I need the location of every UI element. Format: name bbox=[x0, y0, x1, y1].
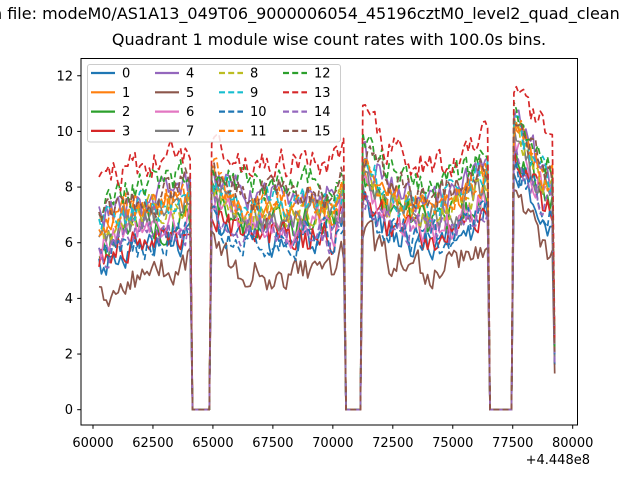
legend-label-1: 1 bbox=[122, 86, 130, 101]
x-tick-label: 77500 bbox=[492, 436, 533, 451]
x-tick-label: 80000 bbox=[552, 436, 593, 451]
y-tick-label: 0 bbox=[65, 403, 73, 418]
x-tick-label: 65000 bbox=[192, 436, 233, 451]
legend-label-14: 14 bbox=[314, 105, 331, 120]
x-tick-label: 67500 bbox=[252, 436, 293, 451]
legend-label-0: 0 bbox=[122, 67, 130, 82]
legend-label-6: 6 bbox=[186, 105, 194, 120]
y-tick-label: 12 bbox=[56, 69, 73, 84]
series-line-5 bbox=[98, 189, 556, 411]
series-line-8 bbox=[98, 122, 556, 411]
series-line-6 bbox=[98, 134, 556, 411]
legend-box bbox=[87, 64, 341, 143]
x-tick-label: 75000 bbox=[432, 436, 473, 451]
x-tick-label: 72500 bbox=[372, 436, 413, 451]
legend-label-15: 15 bbox=[314, 124, 331, 139]
legend-label-7: 7 bbox=[186, 124, 194, 139]
legend-label-13: 13 bbox=[314, 86, 331, 101]
x-tick-label: 60000 bbox=[72, 436, 113, 451]
legend-label-10: 10 bbox=[250, 105, 267, 120]
legend-label-4: 4 bbox=[186, 67, 194, 82]
y-tick-label: 6 bbox=[65, 236, 73, 251]
series-lines-group bbox=[98, 85, 556, 411]
legend-label-3: 3 bbox=[122, 124, 130, 139]
legend-label-12: 12 bbox=[314, 67, 331, 82]
y-tick-label: 10 bbox=[56, 125, 73, 140]
y-tick-label: 8 bbox=[65, 181, 73, 196]
file-path-text: n file: modeM0/AS1A13_049T06_9000006054_… bbox=[0, 4, 620, 24]
legend-label-8: 8 bbox=[250, 67, 258, 82]
x-tick-label: 62500 bbox=[132, 436, 173, 451]
series-line-14 bbox=[98, 147, 556, 411]
series-line-13 bbox=[98, 85, 556, 411]
legend-label-11: 11 bbox=[250, 124, 267, 139]
x-tick-label: 70000 bbox=[312, 436, 353, 451]
x-axis-offset-label: +4.448e8 bbox=[526, 453, 590, 468]
series-line-12 bbox=[98, 101, 556, 411]
y-tick-label: 2 bbox=[65, 348, 73, 363]
chart-title: Quadrant 1 module wise count rates with … bbox=[112, 30, 546, 49]
legend-label-5: 5 bbox=[186, 86, 194, 101]
axes-group: 60000 62500 65000 67500 70000 72500 75000 77500… bbox=[56, 58, 593, 451]
series-line-15 bbox=[98, 118, 556, 411]
y-tick-label: 4 bbox=[65, 292, 73, 307]
series-line-10 bbox=[98, 160, 556, 411]
legend-label-2: 2 bbox=[122, 105, 130, 120]
legend-label-9: 9 bbox=[250, 86, 258, 101]
axes-frame bbox=[80, 58, 578, 426]
